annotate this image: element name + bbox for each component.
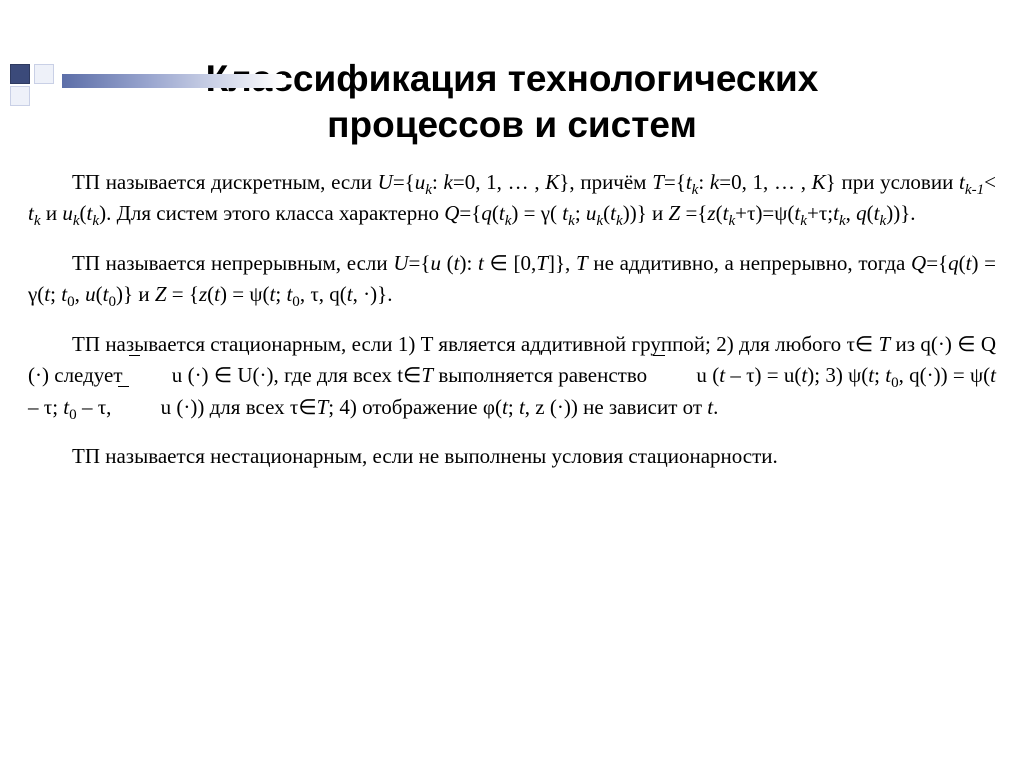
math: T — [421, 363, 433, 387]
math: tk — [499, 201, 512, 225]
paragraph-continuous: ТП называется непрерывным, если U={u (t)… — [28, 248, 996, 311]
text: из — [890, 332, 920, 356]
slide-body: ТП называется дискретным, если U={uk: k=… — [28, 167, 996, 473]
math: tk — [28, 201, 41, 225]
deco-square-light — [34, 64, 54, 84]
math: uk — [415, 170, 432, 194]
text: ТП называется стационарным, если 1) T яв… — [72, 332, 846, 356]
deco-gradient-bar — [62, 74, 282, 88]
text: следует — [49, 363, 128, 387]
text: выполняется равенство — [433, 363, 652, 387]
text: причём — [580, 170, 652, 194]
math: tk — [833, 201, 846, 225]
math: T — [879, 332, 891, 356]
math: tk — [686, 170, 699, 194]
math: t — [454, 251, 460, 275]
math: K — [545, 170, 559, 194]
math: t — [868, 363, 874, 387]
math: Z — [669, 201, 681, 225]
math: t — [270, 282, 276, 306]
paragraph-stationary: ТП называется стационарным, если 1) T яв… — [28, 329, 996, 424]
math: t — [347, 282, 353, 306]
title-line1: Классификация технологических — [206, 58, 819, 99]
u-bar: u — [117, 392, 172, 424]
math: T — [536, 251, 548, 275]
math: tk — [794, 201, 807, 225]
text: не зависит от — [578, 395, 707, 419]
math: z — [199, 282, 207, 306]
math: T — [652, 170, 664, 194]
deco-square-light — [10, 86, 30, 106]
math: u — [430, 251, 441, 275]
math: k — [710, 170, 719, 194]
math: uk — [62, 201, 79, 225]
math: q — [481, 201, 492, 225]
math: t — [478, 251, 484, 275]
math: T — [317, 395, 329, 419]
math: Q — [911, 251, 926, 275]
text: для всех — [204, 395, 290, 419]
u-bar: u — [128, 360, 183, 392]
u-bar: u — [652, 360, 707, 392]
math: t — [214, 282, 220, 306]
math: tk — [87, 201, 100, 225]
text: Для систем этого класса характерно — [117, 201, 439, 225]
math: t — [966, 251, 972, 275]
math: Q — [444, 201, 459, 225]
text: и — [647, 201, 669, 225]
title-line2: процессов и систем — [327, 104, 697, 145]
text: 4) отображение — [334, 395, 483, 419]
math: U — [393, 251, 408, 275]
corner-decoration — [10, 64, 270, 98]
math: T — [576, 251, 588, 275]
text: где для всех — [279, 363, 397, 387]
math: u — [85, 282, 96, 306]
math: q — [948, 251, 959, 275]
math: z — [707, 201, 715, 225]
math: tk — [562, 201, 575, 225]
math: tk-1 — [959, 170, 984, 194]
math: t — [502, 395, 508, 419]
math: K — [812, 170, 826, 194]
math: t — [990, 363, 996, 387]
math: tk — [874, 201, 887, 225]
text: при условии — [841, 170, 959, 194]
text: и — [133, 282, 155, 306]
text: ТП называется дискретным, если — [72, 170, 378, 194]
math: t — [707, 395, 713, 419]
math: tk — [610, 201, 623, 225]
text: не аддитивно, а непрерывно, тогда — [588, 251, 911, 275]
math: U — [378, 170, 393, 194]
math: Z — [155, 282, 167, 306]
math: tk — [723, 201, 736, 225]
math: t — [44, 282, 50, 306]
math: t — [719, 363, 725, 387]
deco-square-dark — [10, 64, 30, 84]
math: k — [444, 170, 453, 194]
math: uk — [586, 201, 603, 225]
math: t — [801, 363, 807, 387]
paragraph-discrete: ТП называется дискретным, если U={uk: k=… — [28, 167, 996, 230]
slide: Классификация технологических процессов … — [0, 56, 1024, 768]
math: q — [856, 201, 867, 225]
text: ТП называется непрерывным, если — [72, 251, 393, 275]
paragraph-nonstationary: ТП называется нестационарным, если не вы… — [28, 441, 996, 473]
math: t — [519, 395, 525, 419]
